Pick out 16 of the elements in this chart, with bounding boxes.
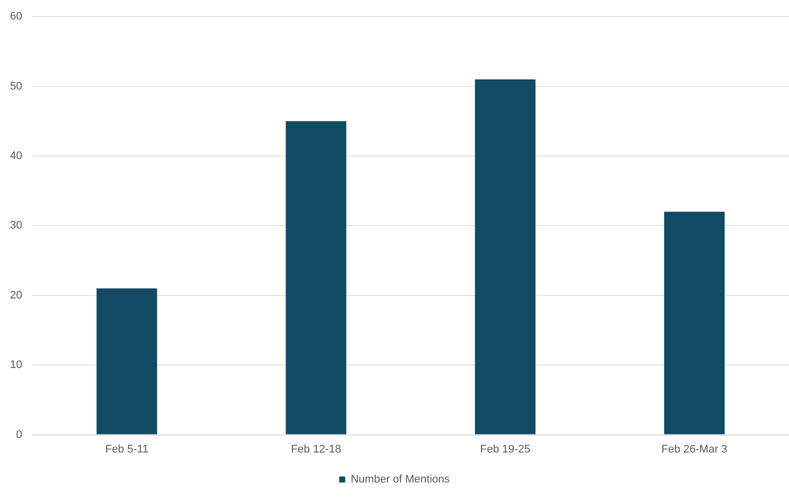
y-tick-label: 40 — [10, 150, 22, 162]
bar — [286, 121, 346, 434]
bar — [664, 212, 725, 434]
x-tick-label: Feb 5-11 — [105, 443, 148, 456]
y-tick-label: 60 — [10, 10, 22, 23]
x-tick-label: Feb 26-Mar 3 — [661, 443, 728, 456]
x-tick-label: Feb 19-25 — [480, 443, 530, 456]
y-tick-label: 20 — [10, 289, 22, 302]
bar — [474, 79, 536, 434]
y-tick-label: 30 — [10, 220, 22, 232]
y-tick-label: 50 — [10, 80, 22, 92]
legend-label: Number of Mentions — [350, 474, 450, 486]
y-tick-label: 0 — [16, 428, 22, 441]
y-tick-label: 10 — [10, 359, 22, 372]
bar — [96, 288, 158, 434]
x-tick-label: Feb 12-18 — [290, 443, 342, 456]
